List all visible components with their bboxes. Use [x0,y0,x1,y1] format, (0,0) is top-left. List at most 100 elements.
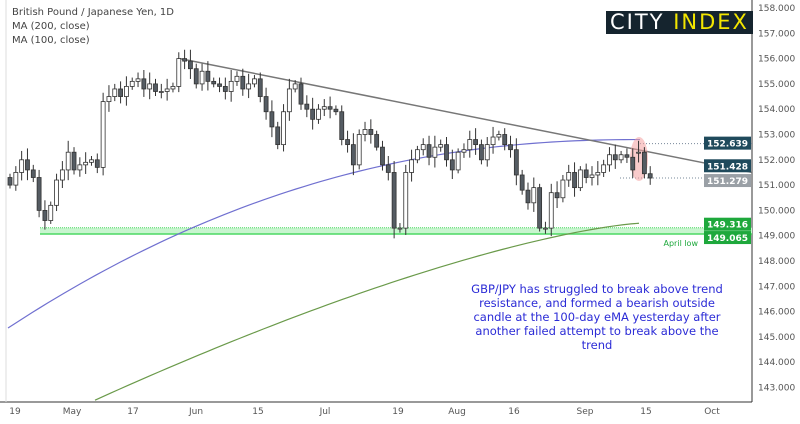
candle-body [217,83,222,87]
candle-body [36,177,42,211]
price-label-box [704,174,751,188]
candle-body [345,139,350,146]
candle-body [269,111,275,128]
candle-body [292,83,298,90]
candle-body [467,139,473,151]
candle-body [228,80,234,92]
candle-body [298,83,304,105]
candle-body [7,177,13,186]
legend: British Pound / Japanese Yen, 1D MA (200… [12,6,174,48]
candle-body [30,169,36,178]
candle-body [240,75,246,90]
candle-body [153,83,158,92]
candle-body [350,144,356,166]
candle-body [641,151,647,175]
y-tick-label: 149.000 [758,232,795,242]
candle-body [612,154,618,161]
candle-body [595,172,601,176]
candle-body [496,134,502,138]
candle-body [158,91,164,93]
candle-body [263,96,269,113]
candle-body [135,78,141,82]
candle-body [636,151,641,154]
y-tick-label: 156.000 [758,55,795,65]
candle-body [170,86,176,90]
x-tick-label: Sep [577,407,594,417]
candle-body [234,75,240,82]
candle-body [100,101,106,168]
candle-body [525,189,531,204]
candle-body [449,159,455,171]
april-low-label: April low [664,239,699,248]
candle-body [583,169,589,178]
candle-body [310,108,316,120]
candle-body [362,129,368,135]
candle-body [188,60,193,70]
candle-body [257,78,263,97]
candle-body [193,68,199,85]
candle-body [339,111,345,140]
candle-body [455,151,461,171]
april-low-zone [40,227,752,235]
x-tick-label: May [63,407,82,417]
annotation-text: GBP/JPY has struggled to break above tre… [471,282,723,352]
candle-body [560,179,566,199]
candle-body [589,174,595,178]
candle-body [106,96,112,103]
candle-body [211,80,217,85]
x-tick-label: 15 [252,407,263,417]
candle-body [65,151,71,171]
candle-body [385,164,391,173]
candle-body [444,144,449,161]
candle-body [333,108,339,113]
candle-body [182,58,188,62]
candle-body [48,204,54,221]
candle-body [246,83,252,90]
price-label: 152.639 [707,140,748,150]
candle-body [502,134,508,146]
x-tick-label: 15 [640,407,651,417]
candle-body [164,88,170,92]
candle-body [531,187,537,204]
x-tick-label: 19 [9,407,21,417]
candle-body [577,169,583,189]
candle-body [42,209,48,221]
candle-body [19,159,25,173]
candle-body [426,144,432,158]
candle-body [94,159,100,168]
price-label-box [704,217,751,231]
candle-body [624,154,630,158]
candle-body [112,88,118,97]
candle-body [252,78,257,85]
candle-body [141,78,147,90]
candle-body [59,169,65,181]
price-label-box [704,159,751,173]
candle-body [304,103,310,110]
candle-body [490,136,496,146]
price-label: 149.316 [707,221,748,231]
ma200-line [94,222,640,401]
symbol-title: British Pound / Japanese Yen, 1D [12,7,174,18]
candle-body [147,83,153,90]
y-tick-label: 154.000 [758,105,795,115]
candle-body [281,111,286,146]
candle-body [548,192,554,229]
y-tick-label: 150.000 [758,206,795,216]
price-label: 149.065 [707,234,748,244]
trendline [179,57,753,174]
x-tick-label: 16 [508,407,520,417]
candle-body [630,156,636,171]
candle-body [647,173,653,179]
candle-body [275,126,281,146]
candle-body [222,86,228,92]
y-tick-label: 147.000 [758,282,795,292]
candle-body [71,151,77,171]
ma200-legend: MA (200, close) [12,21,90,32]
candle-body [438,144,444,148]
y-tick-label: 153.000 [758,131,795,141]
candle-body [420,144,426,151]
x-tick-label: Jul [319,407,331,417]
candle-body [397,227,403,230]
